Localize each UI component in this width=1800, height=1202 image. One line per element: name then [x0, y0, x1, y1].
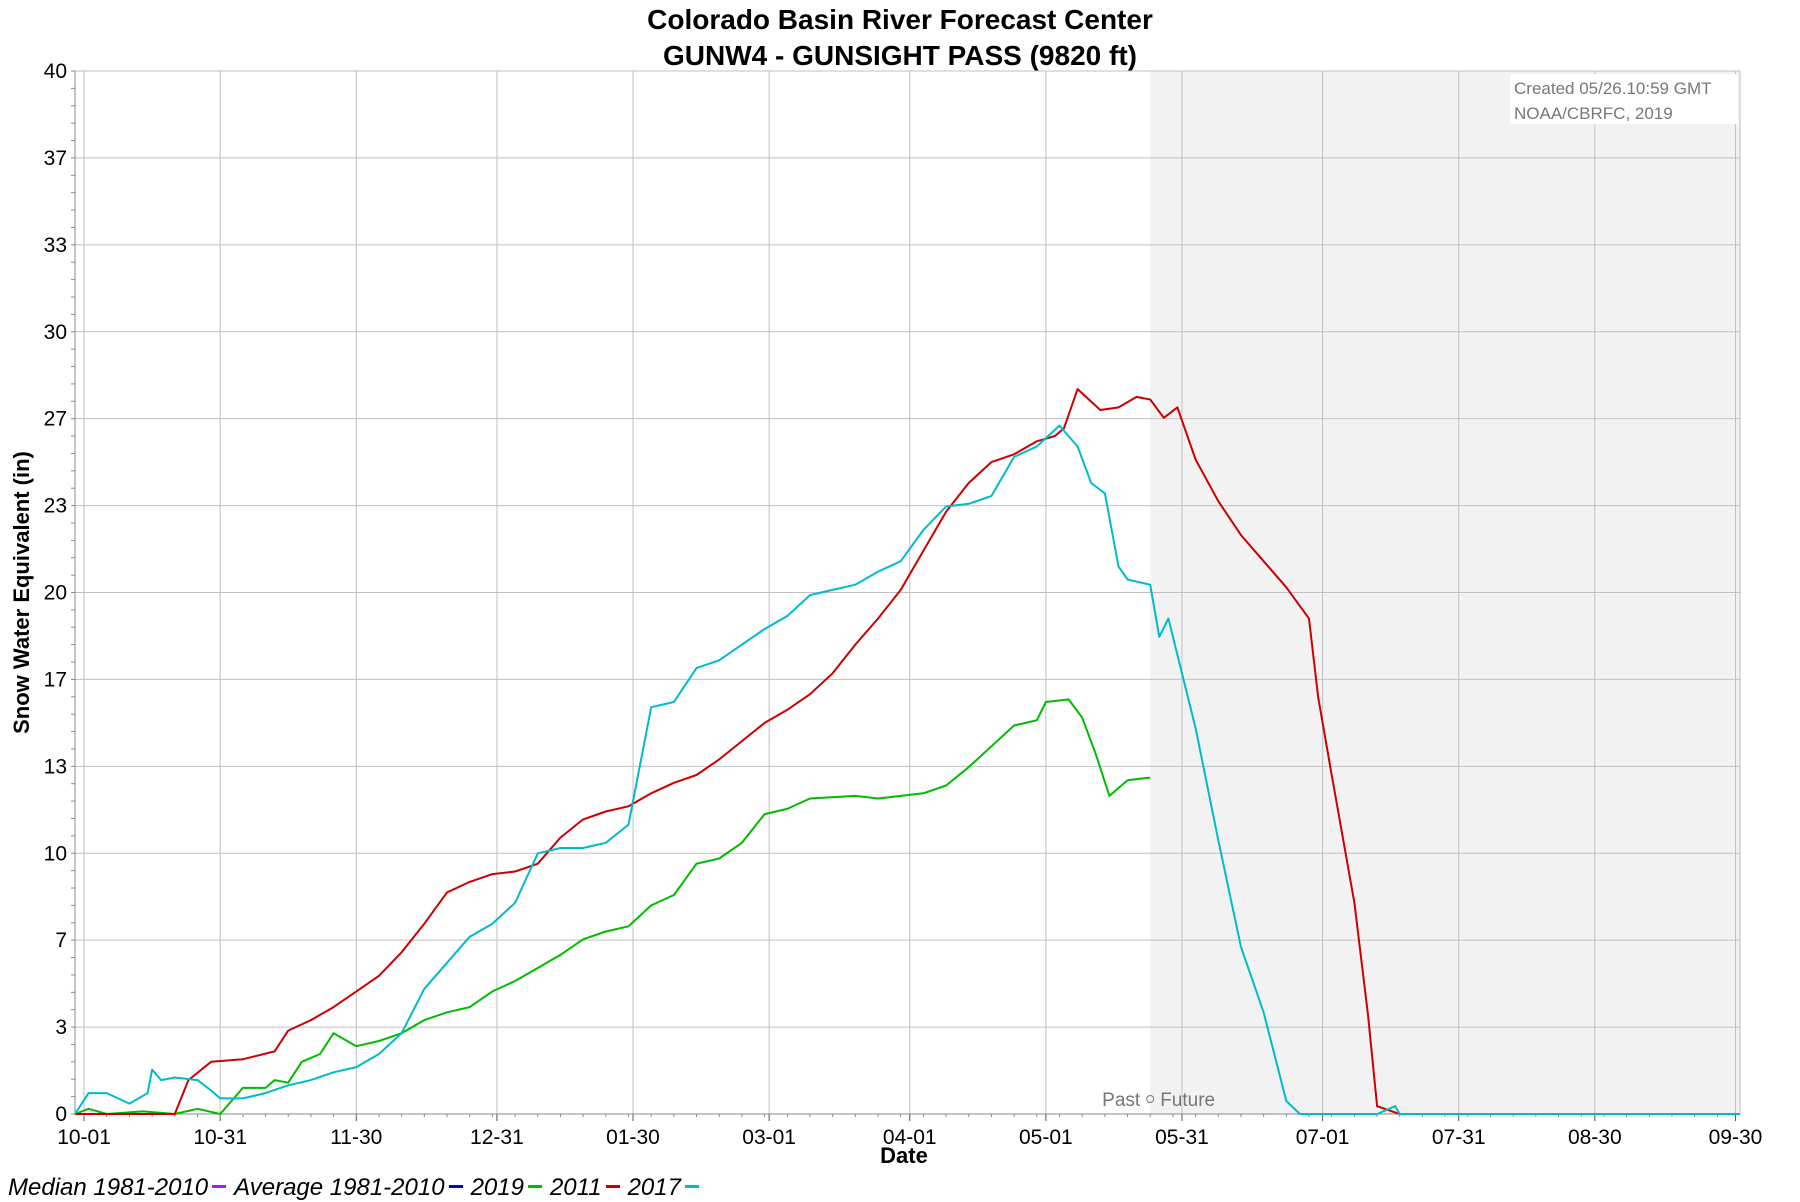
- legend-item: Average 1981-2010: [234, 1174, 468, 1201]
- legend-label: 2019: [470, 1174, 524, 1201]
- legend: Median 1981-2010 Average 1981-2010 2019 201…: [8, 1174, 707, 1202]
- x-tick-label: 11-30: [330, 1126, 382, 1149]
- x-tick-label: 07-01: [1296, 1126, 1350, 1149]
- x-tick-label: 12-31: [470, 1126, 524, 1149]
- x-tick-label: 01-30: [606, 1126, 660, 1149]
- y-tick-label: 30: [44, 321, 67, 344]
- y-tick-label: 7: [55, 929, 67, 952]
- legend-item: 2017: [628, 1174, 705, 1201]
- legend-label: Average 1981-2010: [234, 1174, 445, 1201]
- x-axis-label: Date: [880, 1143, 928, 1168]
- y-tick-label: 27: [44, 408, 67, 431]
- y-tick-label: 37: [44, 147, 67, 170]
- y-tick-label: 40: [44, 60, 67, 83]
- past-future-marker-icon: [1146, 1095, 1155, 1103]
- y-tick-label: 13: [44, 755, 67, 778]
- series-line-2017: [74, 424, 1740, 1115]
- past-label: Past: [1102, 1090, 1141, 1111]
- x-tick-label: 03-01: [742, 1126, 796, 1149]
- legend-swatch: [527, 1185, 542, 1189]
- x-tick-label: 05-01: [1019, 1126, 1073, 1149]
- x-tick-label: 10-31: [193, 1126, 247, 1149]
- y-tick-label: 10: [44, 842, 67, 865]
- legend-item: Median 1981-2010: [8, 1174, 232, 1201]
- x-tick-label: 10-01: [57, 1126, 111, 1149]
- y-tick-label: 20: [44, 582, 67, 605]
- y-axis-label: Snow Water Equivalent (in): [9, 451, 34, 734]
- y-tick-label: 23: [44, 495, 67, 518]
- credit-box: [1510, 74, 1738, 124]
- legend-swatch: [448, 1185, 463, 1189]
- chart-title-line2: GUNW4 - GUNSIGHT PASS (9820 ft): [663, 40, 1137, 71]
- grid-lines: [75, 70, 1740, 1115]
- x-tick-label: 04-01: [883, 1126, 937, 1149]
- x-tick-label: 08-30: [1568, 1126, 1622, 1149]
- credit-line1: Created 05/26.10:59 GMT: [1514, 79, 1712, 98]
- series-lines: [74, 388, 1740, 1115]
- y-tick-label: 17: [44, 668, 67, 691]
- legend-swatch: [684, 1185, 699, 1189]
- legend-swatch: [605, 1185, 620, 1189]
- x-tick-label: 09-30: [1709, 1126, 1763, 1149]
- x-tick-label: 05-31: [1155, 1126, 1209, 1149]
- legend-label: 2011: [549, 1174, 602, 1201]
- chart-title-line1: Colorado Basin River Forecast Center: [647, 4, 1153, 35]
- y-tick-label: 33: [44, 234, 67, 257]
- y-tick-label: 3: [55, 1016, 67, 1039]
- legend-swatch: [212, 1185, 227, 1189]
- legend-label: Median 1981-2010: [8, 1174, 209, 1201]
- legend-item: 2019: [471, 1174, 548, 1201]
- y-tick-label: 0: [55, 1103, 67, 1126]
- series-line-2019: [74, 698, 1151, 1115]
- future-label: Future: [1160, 1090, 1215, 1111]
- x-tick-label: 07-31: [1432, 1126, 1486, 1149]
- legend-label: 2017: [627, 1174, 681, 1201]
- series-line-2011: [75, 388, 1740, 1115]
- annotations: Created 05/26.10:59 GMT NOAA/CBRFC, 2019…: [1102, 74, 1738, 1111]
- legend-item: 2011: [550, 1174, 626, 1201]
- credit-line2: NOAA/CBRFC, 2019: [1514, 104, 1673, 123]
